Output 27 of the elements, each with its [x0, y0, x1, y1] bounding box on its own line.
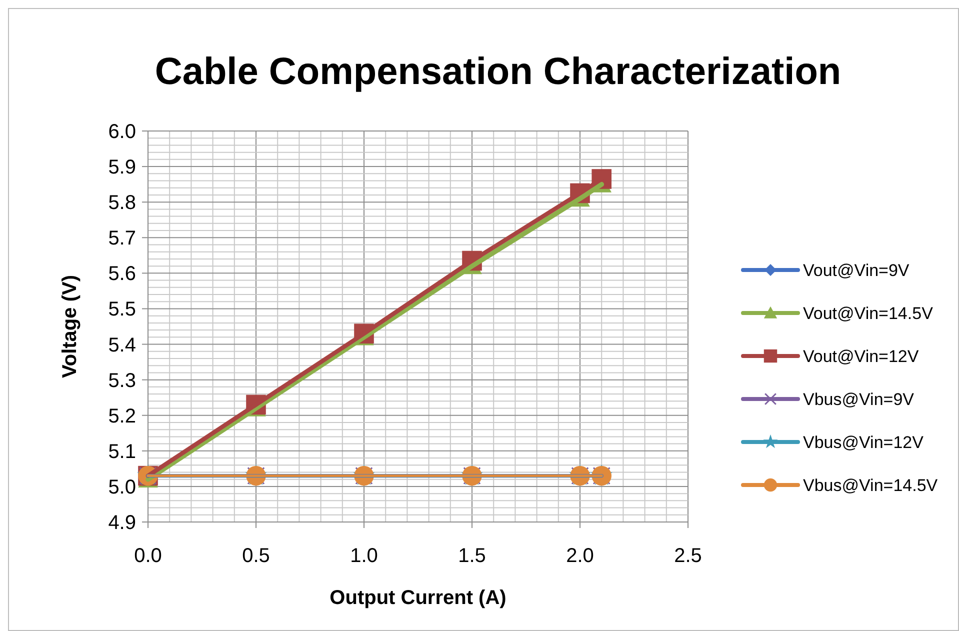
x-tick-label: 1.5	[458, 545, 486, 567]
y-tick-label: 5.6	[108, 263, 136, 286]
y-axis-title: Voltage (V)	[59, 275, 81, 378]
legend-label: Vbus@Vin=12V	[803, 433, 924, 452]
legend-label: Vout@Vin=12V	[803, 347, 920, 366]
y-tick-label: 5.8	[108, 192, 136, 214]
x-tick-label: 1.0	[350, 545, 378, 567]
y-tick-label: 5.5	[108, 298, 136, 321]
y-tick-label: 5.9	[108, 156, 136, 179]
y-tick-label: 5.3	[108, 370, 136, 392]
legend-label: Vout@Vin=14.5V	[803, 304, 934, 323]
y-tick-label: 6.0	[108, 121, 136, 143]
legend-label: Vbus@Vin=14.5V	[803, 476, 938, 495]
legend-label: Vbus@Vin=9V	[803, 390, 915, 409]
y-tick-label: 5.1	[108, 440, 136, 463]
x-tick-label: 0.0	[134, 545, 162, 567]
y-tick-label: 5.2	[108, 405, 136, 428]
y-tick-label: 4.9	[108, 512, 136, 534]
y-tick-label: 5.4	[108, 334, 136, 356]
x-tick-label: 2.0	[566, 545, 594, 567]
chart-title: Cable Compensation Characterization	[154, 51, 842, 93]
x-tick-label: 2.5	[674, 545, 702, 567]
x-tick-label: 0.5	[242, 545, 270, 567]
y-tick-label: 5.0	[108, 476, 136, 498]
legend-label: Vout@Vin=9V	[803, 261, 910, 280]
x-axis-title: Output Current (A)	[330, 587, 506, 609]
y-tick-label: 5.7	[108, 228, 136, 250]
